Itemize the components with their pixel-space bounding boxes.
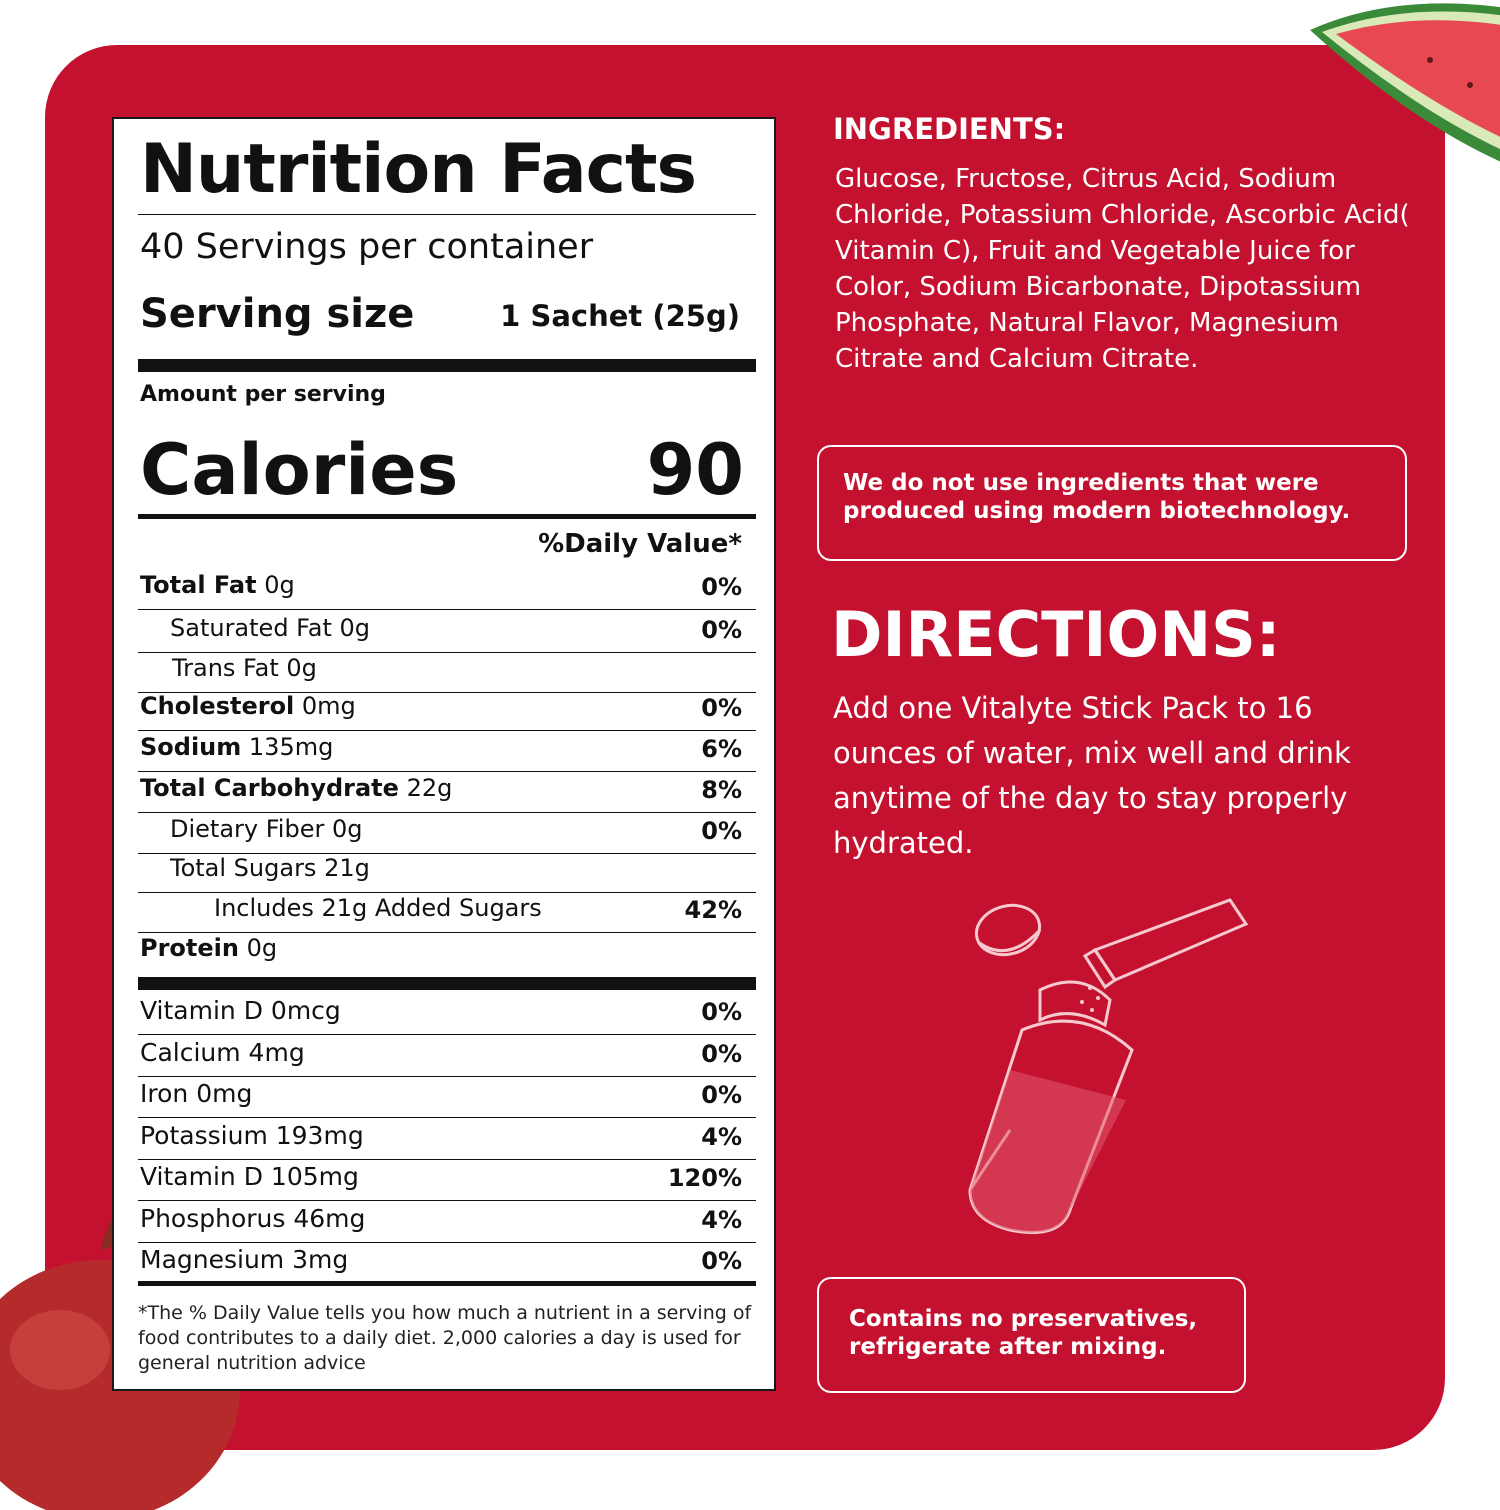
amount-per-serving: Amount per serving [140, 382, 386, 407]
watermelon-slice-icon [1310, 3, 1500, 162]
nutrient-daily-value: 42% [684, 896, 742, 924]
vitamin-daily-value: 0% [701, 1247, 742, 1275]
directions-heading: DIRECTIONS: [831, 598, 1281, 671]
serving-size-label: Serving size [140, 291, 415, 337]
vitamin-daily-value: 0% [701, 1040, 742, 1068]
divider [138, 1117, 756, 1118]
servings-per-container: 40 Servings per container [140, 227, 594, 267]
divider-medium [138, 1281, 756, 1286]
vitamin-daily-value: 120% [667, 1164, 742, 1192]
calories-value: 90 [646, 429, 744, 511]
directions-text: Add one Vitalyte Stick Pack to 16 ounces… [833, 691, 1351, 860]
nutrient-amount: 0mg [294, 692, 356, 720]
ingredients-heading: INGREDIENTS: [833, 112, 1066, 146]
bottle-and-stick-pack-icon [968, 898, 1249, 1234]
divider [138, 214, 756, 215]
nutrient-name: Total Sugars 21g [170, 854, 370, 882]
nutrient-name: Total Carbohydrate 22g [140, 774, 452, 802]
vitamin-name: Vitamin D 105mg [140, 1162, 359, 1191]
nutrient-name-bold: Cholesterol [140, 692, 295, 720]
divider [138, 853, 756, 854]
nutrient-name-bold: Total Fat [140, 571, 257, 599]
vitamin-name: Iron 0mg [140, 1079, 253, 1108]
divider [138, 1076, 756, 1077]
divider [138, 1200, 756, 1201]
nutrient-daily-value: 0% [701, 573, 742, 601]
divider [138, 771, 756, 772]
nutrient-name: Protein 0g [140, 934, 277, 962]
nutrient-name-bold: Total Carbohydrate [140, 774, 399, 802]
nutrient-amount: 22g [398, 774, 453, 802]
divider [138, 730, 756, 731]
nutrient-amount: Dietary Fiber 0g [170, 815, 363, 843]
nutrient-amount: 0g [256, 571, 295, 599]
divider [138, 652, 756, 653]
divider-medium [138, 514, 756, 519]
vitamin-name: Phosphorus 46mg [140, 1204, 366, 1233]
biotech-note: We do not use ingredients that were prod… [817, 445, 1407, 561]
vitamin-name: Potassium 193mg [140, 1121, 364, 1150]
divider [138, 892, 756, 893]
nutrition-facts-label: Nutrition Facts 40 Servings per containe… [112, 117, 776, 1391]
daily-value-header: %Daily Value* [538, 529, 742, 559]
vitamin-daily-value: 0% [701, 998, 742, 1026]
divider [138, 1159, 756, 1160]
nutrient-daily-value: 6% [701, 735, 742, 763]
nutrient-name: Includes 21g Added Sugars [214, 894, 542, 922]
divider [138, 932, 756, 933]
nutrition-facts-title: Nutrition Facts [140, 130, 697, 209]
nutrient-amount: Saturated Fat 0g [170, 614, 371, 642]
daily-value-footnote: *The % Daily Value tells you how much a … [138, 1302, 752, 1374]
nutrient-daily-value: 0% [701, 694, 742, 722]
nutrient-daily-value: 8% [701, 776, 742, 804]
divider-thick [138, 359, 756, 372]
vitamin-daily-value: 0% [701, 1081, 742, 1109]
divider [138, 1242, 756, 1243]
nutrient-name: Cholesterol 0mg [140, 692, 356, 720]
nutrient-name: Total Fat 0g [140, 571, 295, 599]
vitamin-name: Calcium 4mg [140, 1038, 305, 1067]
nutrient-amount: Includes 21g Added Sugars [214, 894, 542, 922]
nutrient-daily-value: 0% [701, 616, 742, 644]
calories-label: Calories [140, 429, 459, 511]
vitamin-name: Magnesium 3mg [140, 1245, 349, 1274]
nutrient-name: Trans Fat 0g [172, 654, 317, 682]
nutrient-amount: 135mg [241, 733, 334, 761]
nutrient-amount: Trans Fat 0g [172, 654, 317, 682]
nutrient-amount: Total Sugars 21g [170, 854, 370, 882]
divider [138, 692, 756, 693]
ingredients-text: Glucose, Fructose, Citrus Acid, Sodium C… [835, 164, 1410, 374]
nutrient-name: Sodium 135mg [140, 733, 333, 761]
divider [138, 1034, 756, 1035]
vitamin-daily-value: 4% [701, 1123, 742, 1151]
divider-thick [138, 977, 756, 990]
nutrient-daily-value: 0% [701, 817, 742, 845]
nutrient-name: Dietary Fiber 0g [170, 815, 362, 843]
nutrient-name: Saturated Fat 0g [170, 614, 370, 642]
nutrient-name-bold: Sodium [140, 733, 242, 761]
vitamin-daily-value: 4% [701, 1206, 742, 1234]
divider [138, 812, 756, 813]
nutrient-name-bold: Protein [140, 934, 239, 962]
vitamin-name: Vitamin D 0mcg [140, 996, 341, 1025]
preservatives-note: Contains no preservatives, refrigerate a… [817, 1277, 1246, 1393]
divider [138, 609, 756, 610]
nutrient-amount: 0g [238, 934, 278, 962]
serving-size-value: 1 Sachet (25g) [500, 299, 740, 333]
